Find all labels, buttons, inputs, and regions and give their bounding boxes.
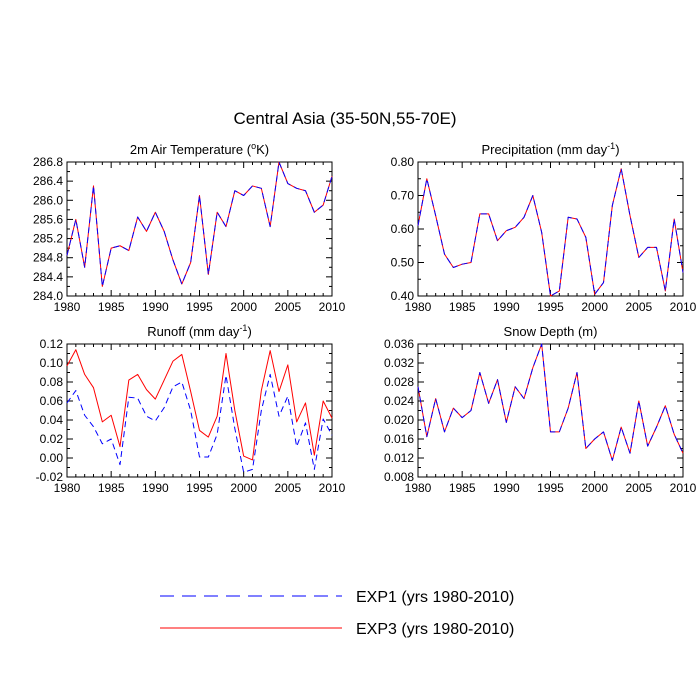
panel-title-precipitation: Precipitation (mm day-1) [481,141,619,157]
x-tick-label: 2005 [274,300,301,314]
x-tick-label: 2010 [670,300,697,314]
y-tick-label: 0.032 [384,356,414,370]
x-tick-label: 1980 [405,481,432,495]
panel-title-runoff: Runoff (mm day-1) [147,323,252,339]
x-tick-label: 1980 [54,300,81,314]
y-tick-label: 0.036 [384,337,414,351]
series-line-exp3-precipitation [417,168,684,297]
legend: EXP1 (yrs 1980-2010) EXP3 (yrs 1980-2010… [160,589,514,638]
y-tick-label: 0.012 [384,451,414,465]
figure-title: Central Asia (35-50N,55-70E) [233,109,456,128]
x-tick-label: 1990 [493,300,520,314]
y-tick-label: 0.70 [391,189,415,203]
x-tick-label: 1995 [537,481,564,495]
series-line-exp3-air-temperature [66,161,333,287]
y-tick-label: 284.0 [33,289,63,303]
x-tick-label: 2005 [625,300,652,314]
y-tick-label: 0.12 [40,337,64,351]
y-tick-label: 286.4 [33,174,63,188]
legend-label-exp1: EXP1 (yrs 1980-2010) [356,589,514,606]
y-tick-label: 0.028 [384,375,414,389]
x-tick-label: 1980 [405,300,432,314]
plot-frame-air-temperature [66,161,333,297]
y-tick-label: 286.8 [33,155,63,169]
y-tick-label: 0.024 [384,394,414,408]
x-tick-label: 1995 [537,300,564,314]
y-tick-label: 0.10 [40,356,64,370]
x-tick-label: 1990 [142,300,169,314]
x-tick-label: 1985 [98,300,125,314]
y-tick-label: 0.60 [391,222,415,236]
plot-frame-snow-depth [417,343,684,478]
y-tick-label: 0.06 [40,394,64,408]
series-line-exp3-snow-depth [417,343,684,461]
x-tick-label: 2010 [319,300,346,314]
y-tick-label: 285.6 [33,212,63,226]
y-tick-label: -0.02 [36,470,64,484]
x-tick-label: 1990 [493,481,520,495]
x-tick-label: 1985 [449,300,476,314]
series-line-exp1-precipitation [417,168,684,297]
y-tick-label: 0.020 [384,413,414,427]
series-line-exp1-air-temperature [66,161,333,287]
x-tick-label: 2000 [581,300,608,314]
panel-snow-depth: Snow Depth (m) 1980 1985 1990 1995 2000 2005 20… [384,324,697,495]
x-tick-label: 2010 [670,481,697,495]
x-tick-label: 1990 [142,481,169,495]
x-tick-label: 2010 [319,481,346,495]
y-tick-label: 285.2 [33,232,63,246]
series-line-exp1-snow-depth [417,343,684,461]
x-tick-label: 1985 [449,481,476,495]
plot-frame-precipitation [417,161,684,297]
x-tick-label: 1985 [98,481,125,495]
y-tick-label: 284.4 [33,270,63,284]
x-tick-label: 2000 [230,300,257,314]
y-tick-label: 284.8 [33,251,63,265]
x-tick-label: 2005 [625,481,652,495]
x-tick-label: 1995 [186,300,213,314]
x-tick-label: 2000 [230,481,257,495]
y-tick-label: 0.00 [40,451,64,465]
panel-air-temperature: 2m Air Temperature (oK) 1980 1985 1990 1995 2… [33,141,346,314]
x-tick-label: 1980 [54,481,81,495]
y-tick-label: 0.016 [384,432,414,446]
panel-title-air-temperature: 2m Air Temperature (oK) [130,141,269,157]
legend-label-exp3: EXP3 (yrs 1980-2010) [356,621,514,638]
x-tick-label: 2000 [581,481,608,495]
series-line-exp3-runoff [66,349,333,461]
panel-runoff: Runoff (mm day-1) 1980 1985 1990 1995 2000 200… [36,323,346,495]
y-tick-label: 0.02 [40,432,64,446]
y-tick-label: 0.08 [40,375,64,389]
series-line-exp1-runoff [66,373,333,473]
panel-precipitation: Precipitation (mm day-1) 1980 1985 1990 1995… [391,141,697,314]
y-tick-label: 0.04 [40,413,64,427]
y-tick-label: 0.40 [391,289,415,303]
x-tick-label: 1995 [186,481,213,495]
x-tick-label: 2005 [274,481,301,495]
y-tick-label: 0.008 [384,470,414,484]
panel-title-snow-depth: Snow Depth (m) [504,324,598,339]
y-tick-label: 0.50 [391,256,415,270]
y-tick-label: 0.80 [391,155,415,169]
y-tick-label: 286.0 [33,193,63,207]
